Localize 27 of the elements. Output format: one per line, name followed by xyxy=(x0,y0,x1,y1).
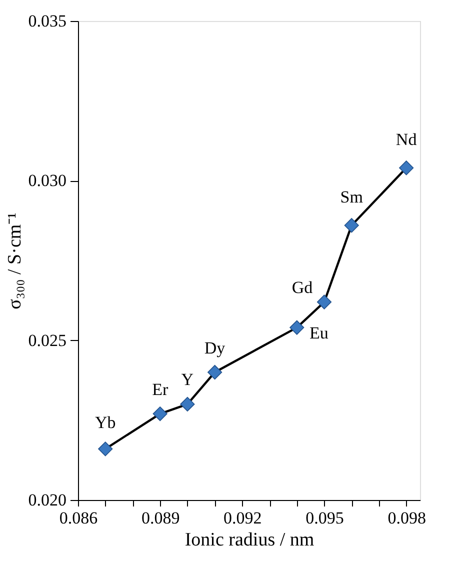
x-tick-label: 0.098 xyxy=(388,508,426,528)
annotation: Sm xyxy=(340,187,363,206)
y-tick-label: 0.035 xyxy=(28,12,66,30)
annotation: Y xyxy=(181,370,194,390)
point xyxy=(208,364,222,380)
point xyxy=(180,396,195,412)
point xyxy=(399,160,414,176)
y-tick-label: 0.025 xyxy=(28,330,66,350)
x-axis-title: Ionic radius / nm xyxy=(184,530,314,550)
point xyxy=(344,218,359,233)
y-tick-label: 0.020 xyxy=(28,490,66,510)
annotation: Dy xyxy=(204,338,226,358)
annotation: Nd xyxy=(396,130,418,149)
x-tick-label: 0.086 xyxy=(59,508,98,528)
y-axis-title: σ₃₀₀ / S·cm⁻¹ xyxy=(4,212,26,310)
point xyxy=(316,294,332,310)
annotation: Er xyxy=(152,380,168,399)
y-tick-label: 0.030 xyxy=(28,171,66,190)
annotation: Yb xyxy=(94,412,116,432)
x-tick-label: 0.092 xyxy=(224,508,262,528)
point xyxy=(152,406,168,422)
point xyxy=(98,442,113,456)
x-tick-label: 0.089 xyxy=(141,508,180,528)
annotation: Eu xyxy=(309,324,329,343)
point xyxy=(290,320,304,335)
x-tick-label: 0.095 xyxy=(306,508,344,528)
annotation: Gd xyxy=(292,278,314,298)
